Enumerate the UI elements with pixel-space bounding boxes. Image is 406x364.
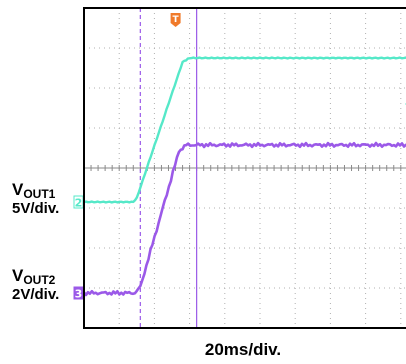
plot-frame xyxy=(83,7,406,329)
channel-1-name-sub: OUT1 xyxy=(23,187,56,201)
time-scale-label: 20ms/div. xyxy=(204,340,282,359)
trigger-marker-label: T xyxy=(173,15,180,25)
trace-v-out1 xyxy=(83,56,406,204)
channel-3-marker-number: 3 xyxy=(75,288,83,301)
channel-2-label: VOUT2 2V/div. xyxy=(12,267,59,302)
channel-1-name-main: V xyxy=(12,180,24,199)
grid xyxy=(83,8,406,328)
channel-2-scale: 2V/div. xyxy=(12,286,60,303)
channel-1-name: VOUT1 xyxy=(12,181,59,200)
cursor-lines xyxy=(139,8,198,328)
channel-markers: 2 3 T xyxy=(73,13,406,301)
traces xyxy=(82,56,406,297)
channel-2-name: VOUT2 xyxy=(12,267,59,286)
trigger-marker xyxy=(170,13,181,27)
channel-1-label: VOUT1 5V/div. xyxy=(12,181,59,216)
channel-1-scale: 5V/div. xyxy=(12,200,60,217)
channel-2-name-main: V xyxy=(12,266,24,285)
channel-2-marker-number: 2 xyxy=(75,197,83,210)
channel-2-name-sub: OUT2 xyxy=(23,273,56,287)
trace-v-out2 xyxy=(82,141,406,297)
